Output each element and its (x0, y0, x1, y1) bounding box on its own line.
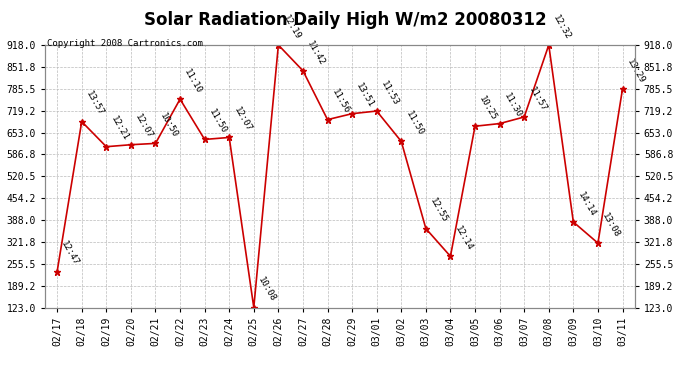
Text: 10:50: 10:50 (158, 112, 179, 140)
Text: Copyright 2008 Cartronics.com: Copyright 2008 Cartronics.com (47, 39, 203, 48)
Text: 12:07: 12:07 (232, 106, 253, 134)
Text: 12:21: 12:21 (109, 115, 130, 143)
Text: 11:56: 11:56 (330, 88, 351, 116)
Text: 11:50: 11:50 (207, 108, 228, 135)
Text: 13:57: 13:57 (84, 90, 106, 118)
Text: 11:30: 11:30 (502, 92, 523, 120)
Text: 12:19: 12:19 (281, 13, 302, 41)
Text: 12:32: 12:32 (551, 13, 573, 41)
Text: 13:29: 13:29 (625, 57, 647, 85)
Text: 11:53: 11:53 (380, 79, 400, 107)
Text: 11:50: 11:50 (404, 110, 425, 138)
Text: 12:14: 12:14 (453, 225, 474, 252)
Text: 11:57: 11:57 (526, 85, 548, 113)
Text: 12:55: 12:55 (428, 197, 450, 225)
Text: 14:14: 14:14 (575, 190, 597, 218)
Text: 12:07: 12:07 (133, 113, 155, 141)
Text: 10:08: 10:08 (256, 276, 277, 303)
Text: 11:10: 11:10 (182, 68, 204, 95)
Text: 13:51: 13:51 (355, 82, 376, 110)
Text: 13:08: 13:08 (600, 211, 622, 239)
Text: Solar Radiation Daily High W/m2 20080312: Solar Radiation Daily High W/m2 20080312 (144, 11, 546, 29)
Text: 12:47: 12:47 (59, 240, 81, 267)
Text: 11:42: 11:42 (306, 39, 326, 67)
Text: 10:25: 10:25 (477, 94, 499, 122)
